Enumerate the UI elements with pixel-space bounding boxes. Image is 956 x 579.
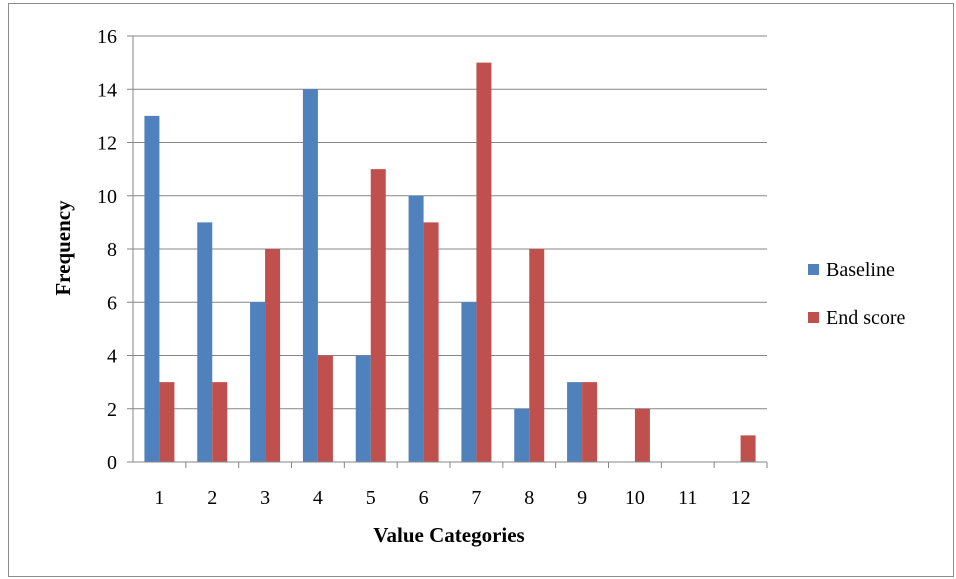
x-axis-title: Value Categories: [373, 523, 524, 547]
y-tick-label: 4: [107, 346, 117, 368]
x-tick-label: 8: [524, 487, 534, 509]
y-tick-label: 10: [97, 186, 117, 208]
x-tick-label: 10: [625, 487, 645, 509]
x-tick-label: 7: [471, 487, 481, 509]
bar-end-score: [634, 408, 650, 462]
legend: Baseline End score: [808, 259, 906, 329]
legend-swatch: [808, 312, 819, 323]
bar-baseline: [355, 355, 371, 462]
bar-baseline: [144, 115, 160, 462]
x-tick-label: 4: [313, 487, 323, 509]
bar-baseline: [197, 222, 213, 462]
bar-end-score: [476, 62, 492, 462]
bar-end-score: [370, 169, 386, 462]
bar-end-score: [212, 382, 228, 462]
bar-end-score: [159, 382, 175, 462]
y-axis-title: Frequency: [51, 200, 75, 296]
y-tick-label: 12: [97, 133, 117, 155]
bars: [144, 62, 756, 462]
bar-end-score: [265, 249, 281, 462]
gridlines: [133, 35, 767, 410]
bar-baseline: [302, 89, 318, 462]
x-tick-label: 9: [577, 487, 587, 509]
bar-end-score: [740, 435, 756, 462]
axes: [127, 35, 768, 468]
bar-baseline: [567, 382, 583, 462]
bar-baseline: [408, 195, 424, 462]
bar-end-score: [423, 222, 439, 462]
bar-baseline: [461, 302, 477, 462]
x-tick-label: 6: [419, 487, 429, 509]
x-tick-label: 3: [260, 487, 270, 509]
y-tick-label: 8: [107, 239, 117, 261]
y-tick-label: 6: [107, 292, 117, 314]
y-tick-label: 0: [107, 452, 117, 474]
bar-end-score: [582, 382, 598, 462]
y-tick-label: 14: [97, 79, 117, 101]
x-tick-label: 2: [207, 487, 217, 509]
x-tick-label: 12: [731, 487, 751, 509]
y-tick-label: 16: [97, 26, 117, 48]
bar-baseline: [250, 302, 266, 462]
y-tick-label: 2: [107, 399, 117, 421]
legend-label: End score: [826, 307, 906, 329]
x-tick-label: 1: [154, 487, 164, 509]
legend-swatch: [808, 264, 819, 275]
bar-end-score: [317, 355, 333, 462]
x-tick-label: 11: [678, 487, 697, 509]
bar-baseline: [514, 408, 530, 462]
legend-label: Baseline: [826, 259, 895, 281]
x-tick-label: 5: [366, 487, 376, 509]
bar-end-score: [529, 249, 545, 462]
